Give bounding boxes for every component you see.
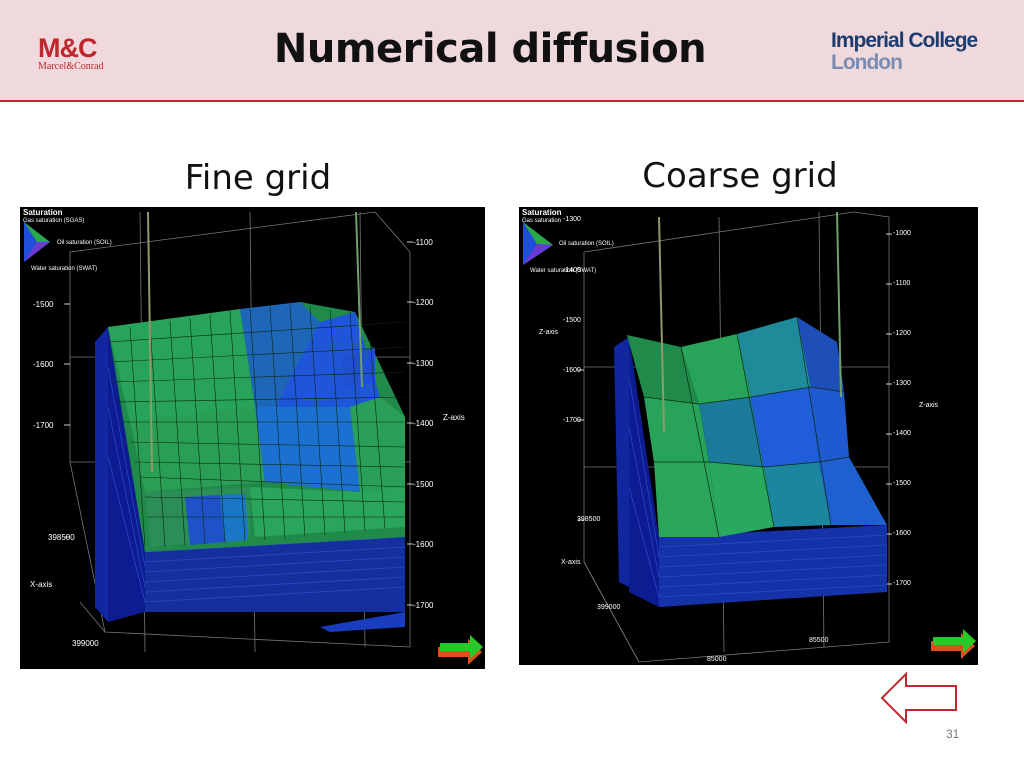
- coarse-axis-label-z: Z-axis: [539, 329, 559, 336]
- fine-right-tick: -1400: [413, 419, 434, 428]
- coarse-left-tick: -1700: [563, 417, 581, 424]
- coarse-legend: Saturation Gas saturation Oil saturation…: [522, 208, 614, 274]
- imperial-college-logo: Imperial College London: [831, 29, 978, 74]
- fine-right-tick: -1100: [413, 238, 433, 247]
- coarse-bottom-tick: 85000: [707, 656, 727, 663]
- fine-right-tick: -1300: [413, 359, 434, 368]
- coarse-right-tick: -1300: [893, 380, 911, 387]
- legend-title: Saturation: [522, 208, 562, 217]
- coarse-grid-render: [523, 211, 976, 663]
- coarse-right-tick: -1200: [893, 330, 911, 337]
- coarse-left-tick: -1500: [563, 317, 581, 324]
- legend-gas: Gas saturation: [522, 218, 562, 224]
- fine-right-tick: -1500: [413, 480, 434, 489]
- coarse-left-tick: -1600: [563, 367, 581, 374]
- coarse-axis-label-x: X-axis: [561, 559, 581, 566]
- coarse-axis-label-z-right: Z-axis: [919, 402, 939, 409]
- coarse-right-tick: -1100: [893, 280, 911, 287]
- fine-axis-label-z: Z-axis: [443, 413, 465, 422]
- coarse-right-tick: -1400: [893, 430, 911, 437]
- left-arrow-icon[interactable]: [880, 672, 958, 724]
- fine-left-tick: -1500: [33, 300, 54, 309]
- coarse-right-tick: -1500: [893, 480, 911, 487]
- coarse-bottom-tick: 85500: [809, 637, 829, 644]
- coarse-right-tick: -1700: [893, 580, 911, 587]
- coarse-right-tick: -1000: [893, 230, 911, 237]
- legend-water: Water saturation (SWAT): [31, 266, 98, 272]
- fine-right-tick: -1200: [413, 298, 434, 307]
- fine-left-tick: -1600: [33, 360, 54, 369]
- coarse-right-tick: -1600: [893, 530, 911, 537]
- coarse-left-tick: -1400: [563, 267, 581, 274]
- legend-title: Saturation: [23, 208, 63, 217]
- slide-header: M&C Marcel&Conrad Numerical diffusion Im…: [0, 0, 1024, 102]
- logo-initials: M&C: [38, 33, 97, 63]
- legend-oil: Oil saturation (SOIL): [559, 241, 614, 247]
- coarse-grid-image: Saturation Gas saturation Oil saturation…: [519, 207, 978, 665]
- logo-line-2: London: [831, 51, 903, 74]
- slide-title: Numerical diffusion: [273, 26, 707, 72]
- logo-name: Marcel&Conrad: [38, 61, 104, 72]
- coarse-left-tick: 398500: [577, 516, 601, 523]
- fine-right-tick: -1600: [413, 540, 434, 549]
- fine-grid-caption: Fine grid: [184, 158, 332, 198]
- coarse-left-tick: -1300: [563, 216, 581, 223]
- legend-oil: Oil saturation (SOIL): [57, 240, 112, 246]
- fine-grid-image: Saturation Gas saturation (SGAS) Oil sat…: [20, 207, 485, 669]
- fine-grid-render: [24, 211, 483, 665]
- fine-axis-label-x: X-axis: [30, 580, 53, 589]
- legend-gas: Gas saturation (SGAS): [23, 218, 85, 224]
- marcel-conrad-logo: M&C Marcel&Conrad: [38, 34, 104, 72]
- fine-left-tick: 398500: [48, 533, 75, 542]
- fine-left-tick: 399000: [72, 639, 99, 648]
- fine-left-tick: -1700: [33, 421, 54, 430]
- fine-legend: Saturation Gas saturation (SGAS) Oil sat…: [23, 208, 112, 272]
- fine-right-tick: -1700: [413, 601, 434, 610]
- page-number: 31: [946, 727, 960, 741]
- coarse-left-tick: 399000: [597, 604, 621, 611]
- legend-water: Water saturation (SWAT): [530, 268, 597, 274]
- logo-line-1: Imperial College: [831, 29, 978, 52]
- coarse-grid-caption: Coarse grid: [642, 156, 838, 196]
